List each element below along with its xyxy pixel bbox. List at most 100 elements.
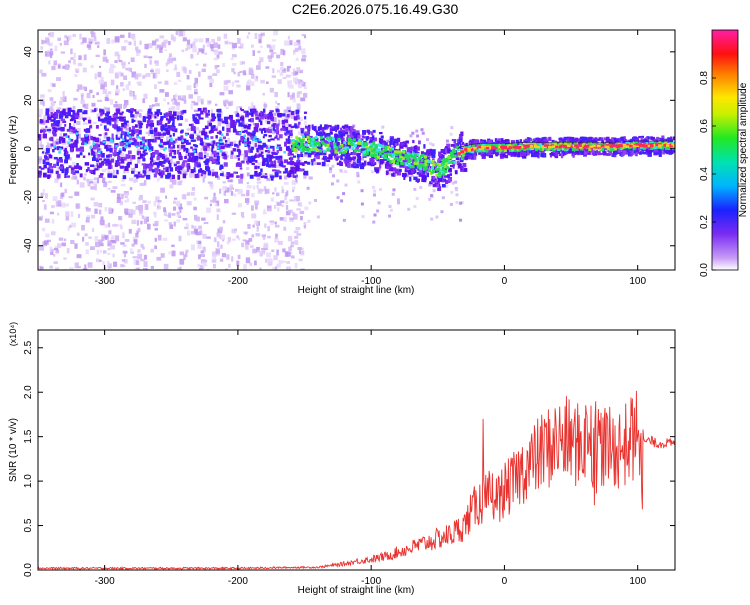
heatmap-scatter-cell (275, 143, 279, 149)
heatmap-scatter-cell (53, 247, 59, 251)
heatmap-scatter-cell (256, 228, 259, 232)
heatmap-scatter-cell (185, 252, 188, 258)
heatmap-ridge-cell (435, 173, 439, 177)
heatmap-band-cell (64, 114, 69, 119)
heatmap-scatter-cell (77, 213, 81, 218)
heatmap-scatter-cell (84, 173, 87, 176)
heatmap-band-cell (255, 116, 260, 120)
heatmap-band-cell (304, 152, 309, 155)
heatmap-scatter-cell (136, 53, 140, 57)
heatmap-scatter-cell (283, 175, 288, 180)
heatmap-band-cell (336, 155, 341, 159)
heatmap-scatter-cell (59, 42, 62, 46)
heatmap-band-cell (445, 148, 448, 154)
heatmap-band-cell (70, 114, 74, 118)
heatmap-scatter-cell (176, 71, 181, 77)
heatmap-scatter-cell (211, 38, 215, 43)
heatmap-scatter-cell (295, 226, 301, 231)
heatmap-scatter-cell (195, 152, 200, 158)
heatmap-band-cell (304, 116, 307, 120)
heatmap-band-cell (393, 138, 398, 142)
heatmap-ridge-cell (302, 135, 305, 138)
heatmap-scatter-cell (61, 202, 66, 208)
heatmap-scatter-cell (196, 159, 201, 165)
heatmap-scatter-cell (86, 92, 91, 99)
heatmap-ridge-cell (456, 146, 460, 150)
heatmap-band-cell (550, 153, 553, 158)
heatmap-band-cell (94, 137, 99, 143)
heatmap-scatter-cell (220, 244, 223, 249)
heatmap-band-cell (344, 127, 349, 133)
heatmap-scatter-cell (191, 224, 194, 229)
heatmap-scatter-cell (248, 67, 253, 71)
heatmap-band-cell (462, 162, 467, 168)
heatmap-scatter-cell (265, 81, 269, 84)
heatmap-scatter-cell (102, 177, 106, 183)
heatmap-ridge-cell (398, 152, 402, 156)
heatmap-scatter-cell (357, 180, 361, 184)
heatmap-scatter-cell (197, 263, 201, 268)
heatmap-scatter-cell (114, 101, 118, 104)
heatmap-band-cell (299, 168, 304, 172)
heatmap-scatter-cell (257, 50, 261, 54)
heatmap-band-cell (234, 143, 238, 147)
heatmap-ridge-cell (219, 140, 223, 144)
heatmap-scatter-cell (90, 145, 95, 151)
heatmap-band-cell (42, 172, 47, 178)
heatmap-band-cell (181, 129, 184, 133)
heatmap-ridge-cell (374, 145, 378, 149)
heatmap-band-cell (70, 138, 74, 142)
heatmap-scatter-cell (117, 71, 122, 77)
heatmap-scatter-cell (211, 169, 215, 176)
heatmap-scatter-cell (56, 111, 61, 117)
heatmap-band-cell (203, 131, 208, 137)
heatmap-band-cell (143, 148, 147, 152)
heatmap-scatter-cell (140, 220, 143, 225)
heatmap-scatter-cell (428, 154, 432, 158)
heatmap-scatter-cell (301, 48, 306, 55)
heatmap-scatter-cell (232, 62, 237, 66)
heatmap-ridge-cell (369, 145, 373, 149)
heatmap-ridge-cell (389, 153, 393, 157)
heatmap-ridge-cell (652, 146, 656, 150)
heatmap-scatter-cell (441, 196, 445, 200)
heatmap-band-cell (253, 174, 257, 177)
heatmap-scatter-cell (275, 234, 279, 238)
heatmap-band-cell (196, 135, 201, 138)
heatmap-scatter-cell (340, 199, 344, 203)
heatmap-band-cell (148, 115, 151, 121)
heatmap-scatter-cell (173, 82, 178, 85)
heatmap-scatter-cell (137, 249, 141, 253)
heatmap-band-cell (204, 160, 209, 166)
heatmap-band-cell (256, 147, 259, 153)
heatmap-band-cell (431, 178, 435, 182)
heatmap-scatter-cell (59, 124, 62, 130)
heatmap-scatter-cell (110, 239, 116, 243)
heatmap-scatter-cell (129, 187, 133, 191)
heatmap-band-cell (254, 154, 257, 159)
heatmap-band-cell (403, 163, 406, 168)
heatmap-scatter-cell (272, 267, 276, 270)
heatmap-band-cell (51, 123, 56, 127)
heatmap-band-cell (287, 152, 291, 157)
heatmap-band-cell (325, 157, 331, 160)
heatmap-band-cell (515, 139, 519, 144)
heatmap-ridge-cell (634, 141, 638, 145)
heatmap-band-cell (58, 139, 62, 144)
heatmap-scatter-cell (217, 154, 223, 158)
heatmap-ridge-cell (449, 151, 453, 155)
heatmap-band-cell (190, 139, 195, 142)
heatmap-band-cell (418, 169, 422, 173)
heatmap-band-cell (120, 158, 125, 164)
heatmap-scatter-cell (222, 185, 228, 191)
heatmap-scatter-cell (124, 239, 130, 242)
heatmap-scatter-cell (142, 98, 145, 104)
heatmap-band-cell (210, 136, 214, 139)
heatmap-scatter-cell (272, 39, 276, 42)
heatmap-scatter-cell (164, 80, 169, 85)
heatmap-scatter-cell (252, 224, 255, 228)
heatmap-band-cell (167, 125, 171, 130)
heatmap-band-cell (211, 127, 215, 132)
heatmap-band-cell (612, 149, 616, 154)
heatmap-band-cell (474, 150, 478, 156)
